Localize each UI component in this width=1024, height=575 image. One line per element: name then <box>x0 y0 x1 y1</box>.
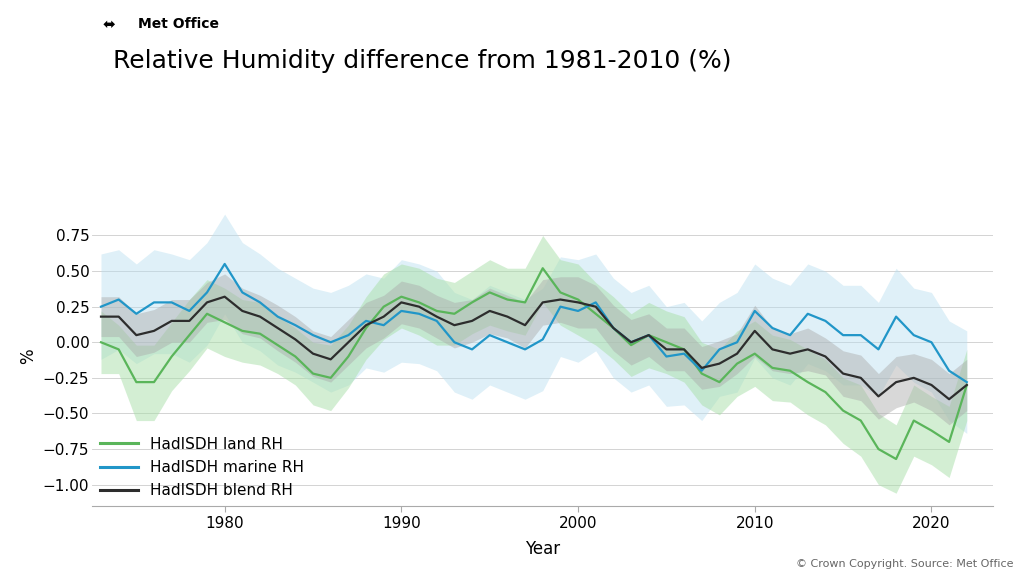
Text: Relative Humidity difference from 1981-2010 (%): Relative Humidity difference from 1981-2… <box>113 49 731 73</box>
Text: © Crown Copyright. Source: Met Office: © Crown Copyright. Source: Met Office <box>797 559 1014 569</box>
Text: ⬌: ⬌ <box>102 17 115 32</box>
Y-axis label: %: % <box>19 348 37 365</box>
Legend: HadISDH land RH, HadISDH marine RH, HadISDH blend RH: HadISDH land RH, HadISDH marine RH, HadI… <box>99 436 304 499</box>
X-axis label: Year: Year <box>525 540 560 558</box>
Text: Met Office: Met Office <box>138 17 219 31</box>
